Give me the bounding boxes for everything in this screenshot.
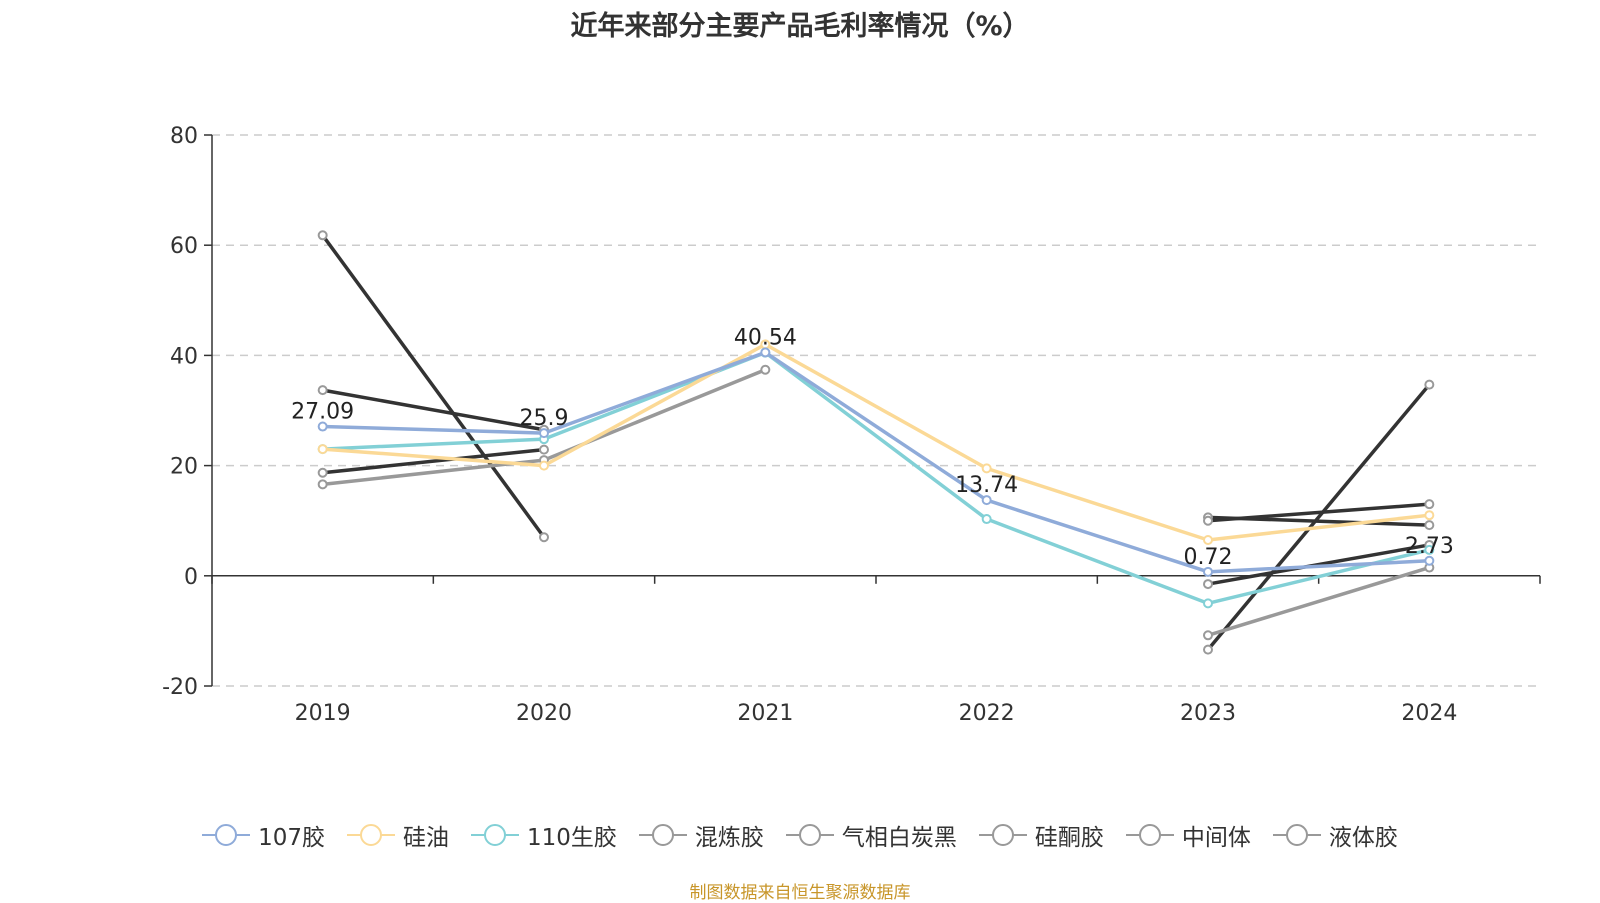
data-point [760, 347, 771, 358]
data-point [539, 460, 549, 471]
data-point [1203, 566, 1213, 577]
source-note: 制图数据来自恒生聚源数据库 [689, 883, 911, 903]
y-tick-label: -20 [162, 675, 198, 700]
series-layer [317, 230, 1435, 655]
y-tick-label: 0 [184, 565, 198, 590]
data-point [1203, 534, 1213, 545]
x-tick-label: 2020 [516, 701, 572, 726]
data-point [1203, 644, 1213, 655]
y-tick-label: 60 [170, 234, 198, 259]
series-line [1207, 543, 1430, 586]
legend-item[interactable]: 110生胶 [471, 818, 617, 852]
x-tick-label: 2019 [295, 701, 351, 726]
series-line [1206, 383, 1431, 651]
data-point [539, 444, 549, 455]
series-line [322, 350, 1430, 606]
legend-label: 硅油 [403, 825, 449, 851]
legend-marker-icon [471, 824, 519, 846]
data-point [539, 428, 549, 439]
data-point [317, 421, 328, 432]
legend-item[interactable]: 中间体 [1125, 818, 1251, 852]
data-label: 25.9 [520, 406, 569, 431]
data-point [317, 467, 328, 478]
series-line [322, 342, 1430, 542]
x-tick-label: 2024 [1401, 701, 1457, 726]
data-point [981, 514, 992, 525]
grid-layer [212, 134, 1540, 687]
data-point [1203, 515, 1213, 526]
axis-layer: -20 0 20 40 60 80 2019 2020 2021 2022 2023 2024 [162, 124, 1541, 726]
legend-label: 硅酮胶 [1034, 825, 1104, 851]
data-label: 2.73 [1405, 534, 1454, 559]
data-point [1424, 379, 1435, 390]
data-point [1424, 499, 1435, 510]
x-tick-label: 2022 [959, 701, 1015, 726]
legend-marker-icon [202, 824, 251, 846]
legend-label: 110生胶 [527, 825, 617, 851]
series-line [1207, 565, 1430, 637]
legend-label: 混炼胶 [694, 825, 764, 851]
data-label: 27.09 [291, 400, 354, 425]
data-point [981, 495, 992, 506]
data-label: 0.72 [1184, 545, 1233, 570]
legend-label: 中间体 [1181, 825, 1251, 851]
data-point [539, 532, 549, 543]
data-point [1203, 579, 1213, 590]
data-point [317, 479, 328, 490]
legend-item[interactable]: 硅油 [347, 818, 449, 852]
series-line [322, 350, 1430, 574]
legend-item[interactable]: 107胶 [202, 818, 325, 852]
chart-legend: 107胶 硅油 110生胶 混炼胶 气相白炭黑 [0, 818, 1600, 852]
y-tick-label: 40 [170, 344, 198, 369]
legend-item[interactable]: 气相白炭黑 [785, 818, 957, 852]
x-tick-label: 2021 [737, 701, 793, 726]
legend-item[interactable]: 液体胶 [1272, 818, 1398, 852]
data-point [981, 463, 992, 474]
data-point [1203, 598, 1213, 609]
legend-label: 气相白炭黑 [841, 825, 957, 851]
legend-marker-icon [347, 824, 395, 846]
data-point [317, 444, 328, 455]
data-point [1424, 544, 1435, 555]
data-label: 13.74 [955, 473, 1018, 498]
label-layer: 27.09 25.9 40.54 13.74 0.72 2.73 [291, 325, 1454, 569]
legend-item[interactable]: 混炼胶 [638, 818, 764, 852]
legend-marker-icon [785, 824, 834, 846]
data-point [1203, 630, 1213, 641]
legend-marker-icon [1272, 824, 1321, 846]
series-line [321, 234, 546, 539]
legend-label: 液体胶 [1328, 825, 1398, 851]
data-point [1424, 555, 1435, 566]
data-point [317, 385, 328, 396]
series-line [322, 447, 545, 475]
line-chart: -20 0 20 40 60 80 2019 2020 2021 2022 2023 2024 27.… [162, 124, 1541, 726]
data-point [1424, 510, 1435, 521]
series-line [1207, 502, 1430, 523]
legend-label: 107胶 [258, 825, 325, 851]
y-tick-label: 20 [170, 455, 198, 480]
legend-marker-icon [978, 824, 1027, 846]
chart-title: 近年来部分主要产品毛利率情况（%） [570, 11, 1030, 42]
data-point [317, 230, 328, 241]
data-label: 40.54 [734, 325, 797, 350]
y-tick-label: 80 [170, 124, 198, 149]
data-point [760, 364, 771, 375]
legend-marker-icon [1125, 824, 1174, 846]
x-tick-label: 2023 [1180, 701, 1236, 726]
legend-marker-icon [638, 824, 687, 846]
legend-item[interactable]: 硅酮胶 [978, 818, 1104, 852]
series-line [322, 388, 545, 432]
data-point [1424, 520, 1435, 531]
